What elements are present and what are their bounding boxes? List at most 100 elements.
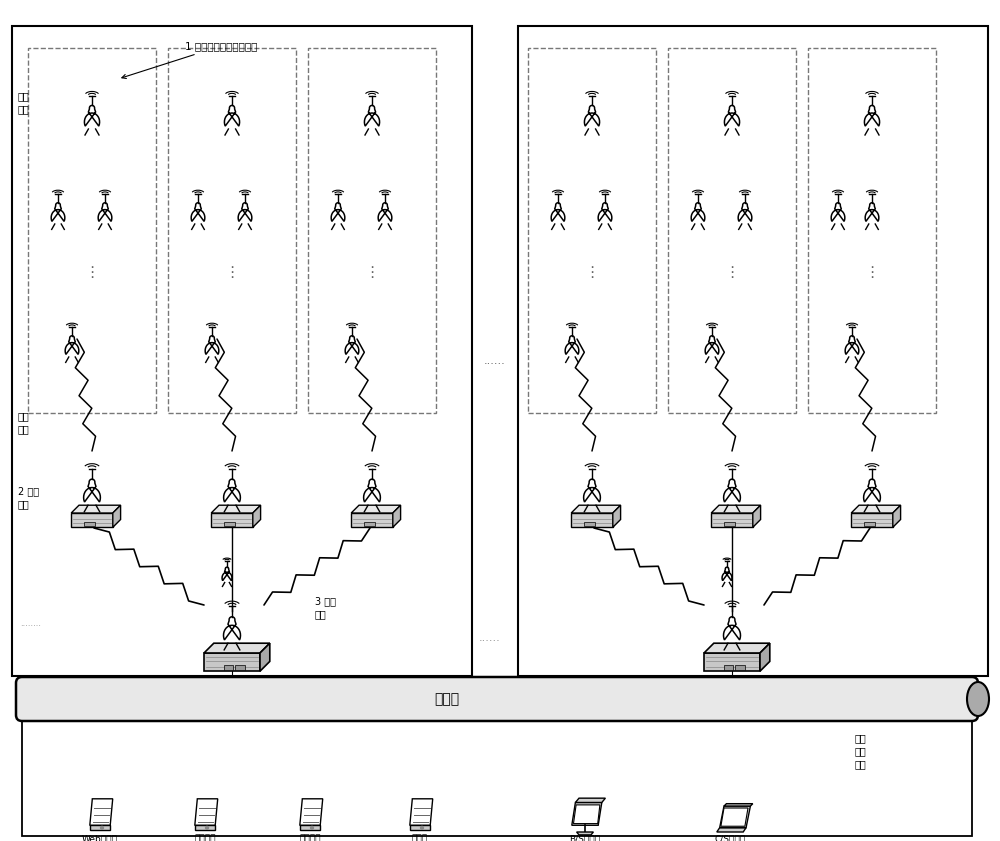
Text: 数据库
服务器: 数据库 服务器	[412, 834, 428, 841]
Polygon shape	[724, 105, 740, 126]
Text: 远程
监控
中心: 远程 监控 中心	[855, 733, 867, 770]
Polygon shape	[738, 203, 752, 221]
Text: ⋮: ⋮	[584, 266, 600, 281]
Polygon shape	[260, 643, 270, 671]
Polygon shape	[84, 105, 100, 126]
Text: 2 疌头
卡点: 2 疌头 卡点	[18, 486, 39, 509]
Polygon shape	[575, 798, 605, 802]
Polygon shape	[584, 479, 600, 502]
Polygon shape	[191, 203, 205, 221]
Polygon shape	[864, 479, 880, 502]
Polygon shape	[98, 203, 112, 221]
Polygon shape	[224, 479, 240, 502]
Polygon shape	[565, 336, 579, 354]
Bar	[28, 48, 156, 413]
Polygon shape	[211, 505, 261, 513]
Text: B/S客户端: B/S客户端	[570, 834, 600, 841]
Polygon shape	[378, 203, 392, 221]
Text: ⋮: ⋮	[224, 266, 240, 281]
Polygon shape	[893, 505, 901, 527]
Polygon shape	[351, 513, 393, 527]
Polygon shape	[851, 505, 901, 513]
Polygon shape	[205, 336, 219, 354]
Polygon shape	[551, 203, 565, 221]
Polygon shape	[711, 505, 761, 513]
Polygon shape	[235, 665, 245, 669]
Polygon shape	[613, 505, 621, 527]
Polygon shape	[223, 616, 241, 640]
Text: 应用程序
服务器: 应用程序 服务器	[194, 834, 216, 841]
Circle shape	[421, 827, 423, 829]
Circle shape	[206, 827, 208, 829]
Polygon shape	[722, 567, 732, 580]
Polygon shape	[865, 203, 879, 221]
Bar	[308, 48, 436, 413]
Text: ........: ........	[20, 619, 41, 628]
Polygon shape	[711, 513, 753, 527]
Text: 1 无线声发射传感器节点: 1 无线声发射传感器节点	[122, 41, 257, 78]
Polygon shape	[364, 522, 375, 526]
Text: C/S客户端: C/S客户端	[714, 834, 746, 841]
Ellipse shape	[967, 682, 989, 716]
Polygon shape	[573, 805, 600, 823]
Polygon shape	[71, 513, 113, 527]
Circle shape	[101, 827, 103, 829]
Polygon shape	[345, 336, 359, 354]
Polygon shape	[90, 825, 110, 830]
Polygon shape	[331, 203, 345, 221]
Text: 风电
机组: 风电 机组	[18, 411, 30, 434]
Text: Web服务器: Web服务器	[82, 834, 118, 841]
Polygon shape	[864, 522, 875, 526]
Polygon shape	[204, 643, 270, 653]
Text: 以太网: 以太网	[434, 692, 460, 706]
Polygon shape	[90, 799, 113, 825]
Text: ......: ......	[479, 633, 501, 643]
Text: ⋮: ⋮	[84, 266, 100, 281]
Bar	[12, 26, 472, 676]
Polygon shape	[300, 825, 320, 830]
Polygon shape	[831, 203, 845, 221]
Polygon shape	[572, 802, 602, 825]
Polygon shape	[84, 522, 95, 526]
Polygon shape	[364, 105, 380, 126]
Polygon shape	[84, 479, 100, 502]
Polygon shape	[410, 799, 433, 825]
Polygon shape	[724, 665, 733, 669]
Polygon shape	[704, 653, 760, 671]
Bar	[668, 48, 796, 413]
Polygon shape	[224, 665, 233, 669]
Polygon shape	[760, 643, 770, 671]
Polygon shape	[735, 665, 745, 669]
Text: 调度服务
器: 调度服务 器	[299, 834, 321, 841]
Polygon shape	[65, 336, 79, 354]
Polygon shape	[864, 105, 880, 126]
Polygon shape	[410, 825, 430, 830]
Bar	[168, 48, 296, 413]
Text: ......: ......	[484, 356, 506, 366]
Polygon shape	[71, 505, 121, 513]
Text: ⋮: ⋮	[864, 266, 880, 281]
Bar	[528, 48, 656, 413]
Polygon shape	[584, 522, 595, 526]
Polygon shape	[691, 203, 705, 221]
Polygon shape	[584, 105, 600, 126]
Polygon shape	[393, 505, 401, 527]
Polygon shape	[704, 643, 770, 653]
Polygon shape	[720, 806, 750, 828]
Polygon shape	[204, 653, 260, 671]
Polygon shape	[724, 522, 735, 526]
Polygon shape	[224, 105, 240, 126]
Polygon shape	[364, 479, 380, 502]
Polygon shape	[705, 336, 719, 354]
Polygon shape	[723, 616, 741, 640]
Polygon shape	[571, 505, 621, 513]
Polygon shape	[598, 203, 612, 221]
Polygon shape	[577, 832, 593, 835]
Polygon shape	[51, 203, 65, 221]
Text: 3 汇聚
节点: 3 汇聚 节点	[315, 596, 336, 619]
Polygon shape	[717, 828, 746, 832]
Polygon shape	[845, 336, 859, 354]
Polygon shape	[195, 825, 215, 830]
Polygon shape	[721, 808, 748, 826]
Polygon shape	[724, 804, 753, 806]
